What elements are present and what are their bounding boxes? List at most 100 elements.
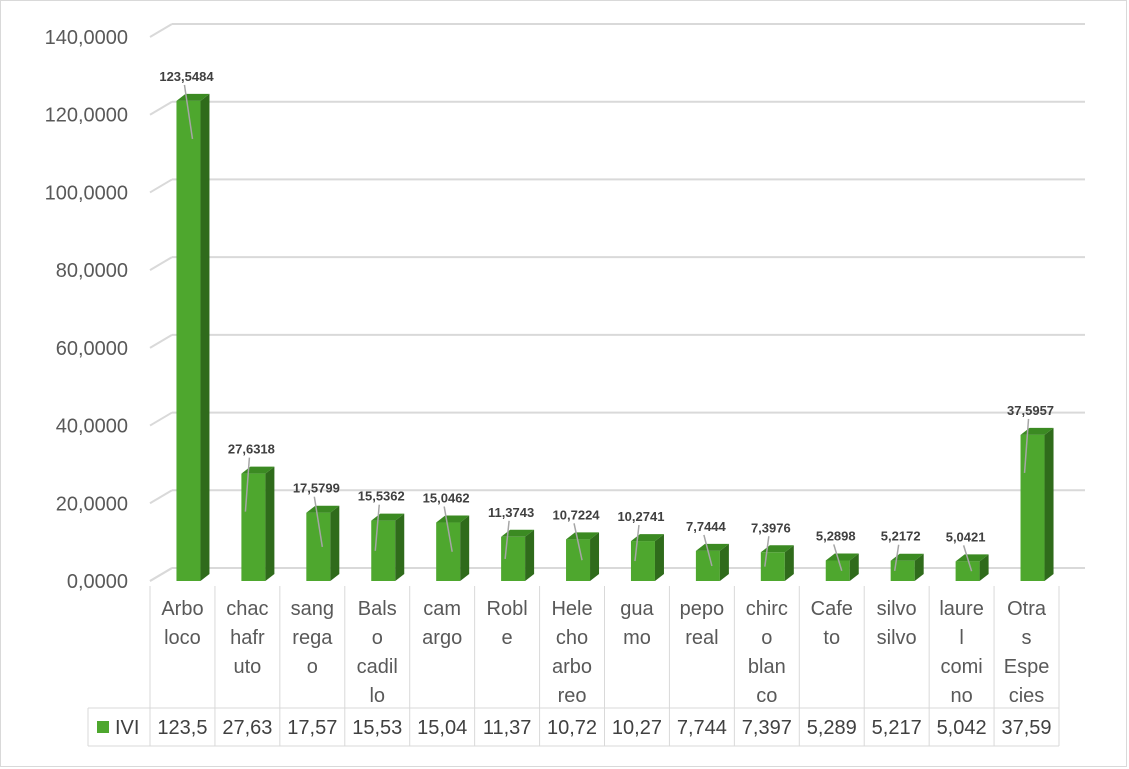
table-value: 11,37 [483, 717, 532, 739]
data-label: 17,5799 [293, 481, 340, 496]
category-label: chac [226, 598, 268, 620]
category-label: laure [939, 598, 983, 620]
data-label-leader [833, 544, 843, 571]
category-label: hafr [230, 627, 265, 649]
category-label: sang [291, 598, 334, 620]
bar-top [630, 534, 664, 542]
data-label-leader [504, 520, 510, 559]
bar-front [695, 550, 720, 581]
data-label-leader [962, 545, 973, 572]
category-label: Espe [1004, 656, 1050, 678]
bar-top [501, 529, 535, 537]
bar-side [654, 534, 664, 581]
category-label: to [823, 627, 840, 649]
data-label-leader [893, 544, 900, 571]
category-label: silvo [877, 598, 917, 620]
data-label-leader [443, 506, 453, 552]
bar-front [501, 536, 526, 581]
bar [760, 545, 794, 581]
bar-side [849, 553, 859, 581]
bar-side [200, 93, 210, 582]
table-value: 5,042 [937, 717, 987, 739]
bar-side [525, 529, 535, 581]
bar-front [176, 100, 201, 582]
category-label: silvo [877, 627, 917, 649]
table-value: 10,27 [612, 717, 662, 739]
legend-label-ivi: IVI [115, 717, 139, 739]
table-value: 123,5 [157, 717, 207, 739]
table-value: 27,63 [222, 717, 272, 739]
bar-top [436, 515, 470, 523]
category-label: gua [620, 598, 654, 620]
table-value: 17,57 [287, 717, 337, 739]
bar-top [695, 543, 729, 551]
category-label: no [950, 685, 972, 707]
category-label: loco [164, 627, 201, 649]
data-label: 10,7224 [553, 507, 601, 522]
data-label-leader [703, 534, 713, 567]
bar [241, 466, 275, 581]
y-tick-label: 100,0000 [45, 182, 128, 204]
data-label-leader [764, 536, 770, 567]
bar-side [719, 543, 729, 581]
bar-side [395, 513, 405, 581]
category-label: chirc [746, 598, 788, 620]
bar-top [306, 505, 340, 513]
category-label: l [959, 627, 963, 649]
bar [890, 553, 924, 581]
data-label-leader [573, 523, 583, 561]
data-label: 7,3976 [751, 520, 791, 535]
bar-front [825, 560, 850, 581]
bar-top [825, 553, 859, 561]
bar-front [760, 552, 785, 581]
bar-front [890, 560, 915, 581]
bar [176, 93, 210, 582]
bar-side [784, 545, 794, 581]
gridline-depth [149, 256, 173, 272]
category-label: argo [422, 627, 462, 649]
category-label: o [372, 627, 383, 649]
data-label-leader [374, 504, 380, 551]
data-label: 7,7444 [686, 519, 727, 534]
category-label: cho [556, 627, 588, 649]
gridline-depth [149, 489, 173, 505]
category-label: cies [1009, 685, 1045, 707]
category-label: s [1022, 627, 1032, 649]
bar-top [1020, 427, 1054, 435]
data-label: 5,0421 [946, 529, 986, 544]
bar-front [955, 561, 980, 581]
table-value: 5,289 [807, 717, 857, 739]
bar-front [630, 541, 655, 581]
bar-top [176, 93, 210, 101]
bar [436, 515, 470, 581]
category-label: o [761, 627, 772, 649]
bar-side [914, 553, 924, 581]
bar [955, 554, 989, 581]
bar [825, 553, 859, 581]
y-tick-label: 60,0000 [56, 338, 128, 360]
category-label: o [307, 656, 318, 678]
bar [566, 532, 600, 581]
data-label-leader [183, 84, 194, 140]
data-label: 15,0462 [423, 491, 470, 506]
bar [695, 543, 729, 581]
category-label: e [502, 627, 513, 649]
gridline-depth [149, 23, 173, 38]
data-label-leader [1023, 418, 1030, 473]
category-label: Hele [551, 598, 592, 620]
data-label: 11,3743 [488, 505, 534, 520]
y-tick-label: 140,0000 [45, 27, 128, 49]
category-label: blan [748, 656, 786, 678]
bar-top [241, 466, 275, 474]
y-tick-label: 80,0000 [56, 260, 128, 282]
data-label-leader [634, 524, 640, 562]
bar-top [955, 554, 989, 562]
category-label: lo [369, 685, 385, 707]
category-label: co [756, 685, 777, 707]
bar-front [241, 473, 266, 581]
category-label: mo [623, 627, 651, 649]
data-label: 27,6318 [228, 442, 275, 457]
data-label: 5,2898 [816, 528, 856, 543]
gridline-depth [149, 100, 173, 116]
